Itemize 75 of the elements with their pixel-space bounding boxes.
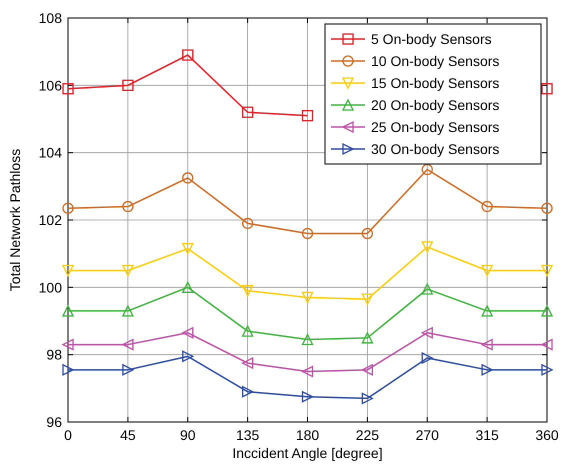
y-tick-label: 96 [46, 414, 62, 430]
point [422, 327, 433, 338]
x-tick-label: 90 [180, 427, 196, 443]
point [242, 386, 254, 398]
point [242, 218, 254, 230]
x-tick-label: 180 [296, 427, 320, 443]
point [362, 228, 374, 240]
y-tick-label: 104 [38, 144, 62, 161]
legend-label: 15 On-body Sensors [371, 75, 500, 91]
x-axis-title: Inccident Angle [degree] [232, 445, 383, 461]
point [422, 164, 433, 176]
point [62, 338, 74, 350]
point [62, 364, 74, 376]
x-tick-label: 225 [356, 427, 380, 443]
x-tick-label: 360 [535, 427, 559, 443]
point [242, 325, 254, 337]
y-tick-label: 108 [38, 10, 62, 26]
point [182, 350, 194, 362]
point [302, 366, 314, 378]
point [541, 264, 553, 276]
point [62, 264, 74, 276]
y-tick-label: 98 [46, 346, 62, 363]
y-tick-label: 100 [38, 279, 62, 296]
point [362, 392, 374, 404]
point [182, 49, 194, 61]
point [122, 200, 134, 212]
point [422, 283, 433, 295]
y-axis-title: Total Network Pathloss [7, 148, 23, 292]
point [62, 83, 74, 94]
point [481, 200, 493, 212]
point [242, 285, 254, 296]
point [481, 364, 493, 376]
point [541, 338, 553, 350]
point [182, 172, 194, 184]
point [62, 305, 74, 317]
point [541, 364, 553, 376]
x-tick-label: 270 [416, 427, 440, 443]
x-tick-label: 45 [120, 427, 136, 443]
legend-label: 10 On-body Sensors [371, 53, 500, 69]
point [302, 391, 314, 402]
point [481, 305, 493, 317]
x-tick-label: 135 [236, 427, 260, 443]
point [422, 241, 433, 253]
point [182, 327, 194, 338]
point [242, 106, 254, 118]
point [481, 338, 493, 350]
point [362, 293, 374, 305]
point [122, 364, 134, 376]
point [302, 110, 314, 122]
y-tick-label: 102 [38, 212, 62, 228]
x-tick-label: 315 [475, 427, 500, 443]
point [62, 202, 74, 214]
legend-label: 25 On-body Sensors [371, 119, 500, 135]
point [302, 228, 314, 240]
point [122, 264, 134, 276]
point [122, 305, 134, 317]
point [182, 282, 194, 293]
x-tick-label: 0 [64, 427, 72, 443]
point [302, 334, 314, 346]
point [362, 364, 374, 376]
legend-label: 20 On-body Sensors [371, 97, 500, 113]
point [541, 202, 553, 214]
point [122, 80, 134, 91]
legend-label: 5 On-body Sensors [371, 31, 492, 47]
point [541, 83, 553, 94]
legend-label: 30 On-body Sensors [371, 141, 500, 157]
point [422, 352, 433, 364]
y-tick-label: 106 [38, 77, 62, 94]
point [242, 357, 254, 369]
point [182, 242, 194, 254]
point [481, 264, 493, 276]
point [362, 332, 374, 344]
point [122, 338, 134, 350]
point [302, 292, 314, 304]
point [541, 305, 553, 317]
